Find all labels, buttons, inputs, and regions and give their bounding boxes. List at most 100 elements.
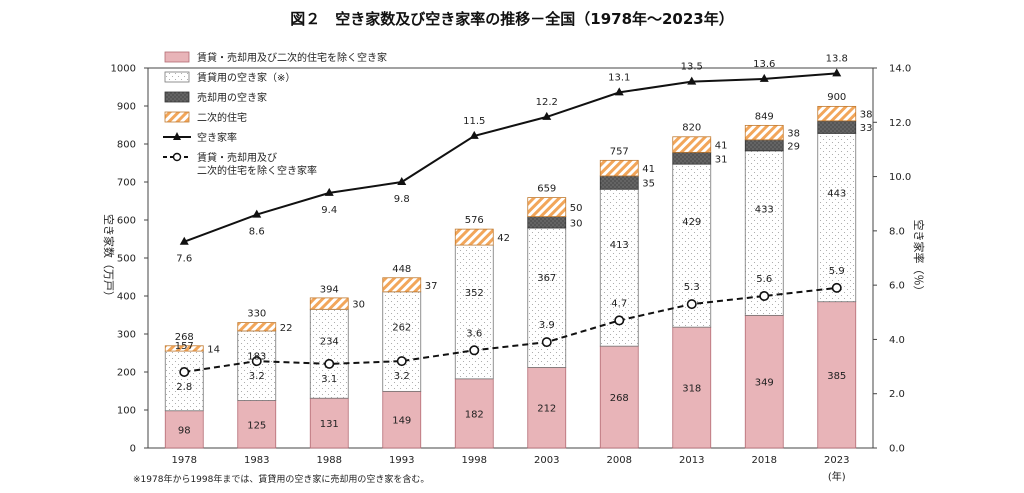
bar-total-label: 820 [682, 122, 701, 133]
non-rental-rate-label: 3.9 [539, 320, 555, 331]
bar-segment [817, 301, 857, 449]
bar-value-label: 131 [320, 419, 339, 430]
legend-label: 空き家率 [197, 131, 237, 144]
x-tick-label: 1993 [389, 455, 414, 466]
bar-value-label: 30 [352, 300, 365, 311]
bar-total-label: 576 [465, 215, 484, 226]
non-rental-rate-label: 3.1 [321, 374, 337, 385]
bar-value-label: 268 [610, 393, 629, 404]
legend-marker [173, 132, 181, 140]
bar-segment [164, 350, 204, 412]
bar-segment [672, 326, 712, 449]
non-rental-rate-label: 5.3 [684, 282, 700, 293]
bar-value-label: 35 [642, 179, 655, 190]
non-rental-rate-point [614, 315, 625, 326]
bar-value-label: 182 [465, 409, 484, 420]
rate-point [687, 76, 697, 85]
bar-segment [382, 390, 422, 449]
bar-segment [672, 151, 712, 165]
rate-point [759, 73, 769, 82]
non-rental-rate-label: 5.9 [829, 266, 845, 277]
bar-segment [382, 291, 422, 392]
bar-value-label: 37 [425, 281, 438, 292]
bar-value-label: 157 [175, 341, 194, 352]
bar-value-label: 41 [642, 164, 655, 175]
non-rental-rate-label: 3.6 [466, 328, 482, 339]
rate-label: 8.6 [249, 227, 265, 238]
y-left-tick-label: 300 [117, 330, 136, 341]
legend-label: 賃貸用の空き家（※） [197, 71, 295, 84]
bar-value-label: 212 [537, 404, 556, 415]
y-right-tick-label: 4.0 [889, 335, 905, 346]
y-left-tick-label: 500 [117, 254, 136, 265]
bar-value-label: 33 [860, 123, 873, 134]
bar-segment [599, 345, 639, 449]
non-rental-rate-label: 3.2 [249, 371, 265, 382]
bar-value-label: 98 [178, 425, 191, 436]
x-axis-unit: (年) [828, 470, 846, 483]
bar-value-label: 385 [827, 371, 846, 382]
non-rental-rate-point [469, 345, 480, 356]
x-tick-label: 2023 [824, 455, 849, 466]
non-rental-rate-label: 2.8 [176, 382, 192, 393]
bar-value-label: 41 [715, 141, 728, 152]
bar-value-label: 149 [392, 416, 411, 427]
bar-value-label: 29 [787, 141, 800, 152]
y-right-tick-label: 0.0 [889, 444, 905, 455]
bar-segment [454, 244, 494, 380]
y-left-tick-label: 600 [117, 216, 136, 227]
legend-swatch [164, 91, 190, 103]
y-left-tick-label: 400 [117, 292, 136, 303]
bar-value-label: 38 [860, 110, 873, 121]
x-tick-label: 1988 [317, 455, 342, 466]
bar-total-label: 448 [392, 264, 411, 275]
x-tick-label: 2003 [534, 455, 559, 466]
bar-value-label: 183 [247, 351, 266, 362]
non-rental-rate-point [324, 358, 335, 369]
bar-segment [237, 322, 277, 332]
bar-total-label: 849 [755, 111, 774, 122]
bar-segment [164, 410, 204, 449]
x-tick-label: 1978 [172, 455, 197, 466]
bar-segment [817, 105, 857, 122]
bar-value-label: 30 [570, 218, 583, 229]
rate-label: 9.4 [321, 205, 337, 216]
y-right-tick-label: 12.0 [889, 118, 911, 129]
chart-footnote: ※1978年から1998年までは、賃貸用の空き家に売却用の空き家を含む。 [133, 473, 429, 485]
rate-line [183, 72, 837, 243]
bar-segment [527, 197, 567, 217]
bar-value-label: 413 [610, 240, 629, 251]
bar-total-label: 659 [537, 184, 556, 195]
non-rental-rate-label: 4.7 [611, 298, 627, 309]
non-rental-rate-point [541, 337, 552, 348]
bar-segment [527, 216, 567, 229]
legend-label: 二次的住宅を除く空き家率 [197, 164, 317, 177]
bar-segment [599, 159, 639, 177]
bar-segment [744, 150, 784, 316]
bar-segment [164, 345, 204, 352]
x-tick-label: 2018 [752, 455, 777, 466]
legend-swatch [164, 51, 190, 63]
bar-value-label: 367 [537, 273, 556, 284]
bar-total-label: 330 [247, 309, 266, 320]
bar-total-label: 900 [827, 92, 846, 103]
bar-segment [599, 175, 639, 190]
bar-segment [744, 124, 784, 141]
bar-segment [672, 136, 712, 153]
bar-segment [382, 277, 422, 293]
rate-label: 13.5 [681, 62, 703, 73]
y-left-tick-label: 0 [130, 444, 136, 455]
bar-value-label: 38 [787, 129, 800, 140]
rate-point [324, 187, 334, 196]
bar-total-label: 268 [175, 332, 194, 343]
bar-segment [454, 378, 494, 449]
x-tick-label: 2008 [607, 455, 632, 466]
y-left-tick-label: 200 [117, 368, 136, 379]
legend-swatch [164, 71, 190, 83]
y-left-tick-label: 900 [117, 102, 136, 113]
y-right-tick-label: 10.0 [889, 172, 911, 183]
rate-label: 13.1 [608, 72, 630, 83]
non-rental-rate-point [686, 299, 697, 310]
legend-marker [172, 152, 182, 162]
